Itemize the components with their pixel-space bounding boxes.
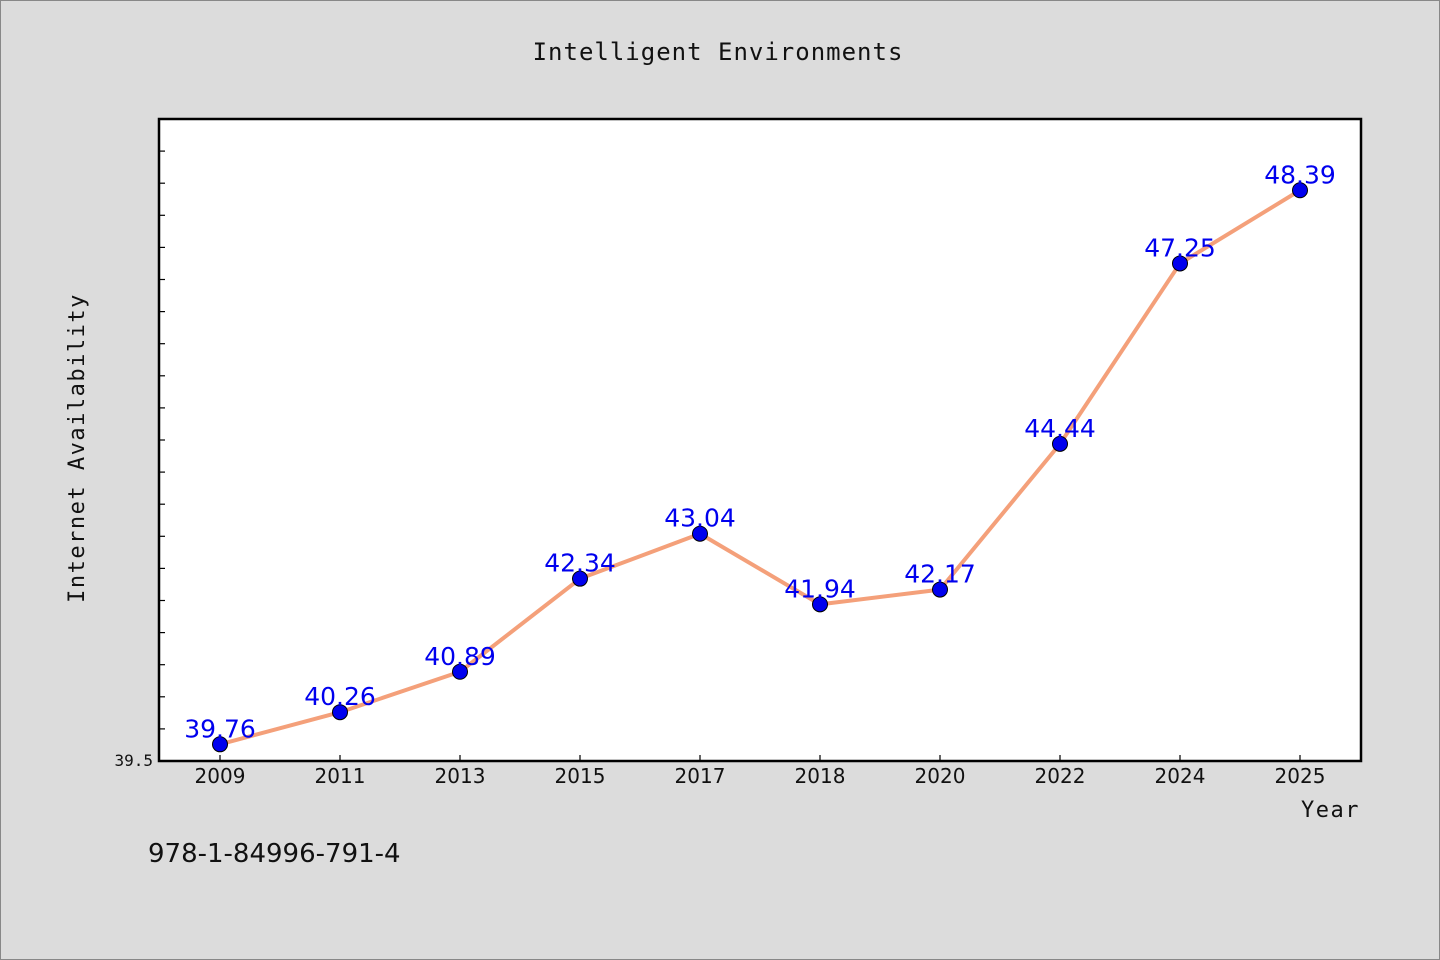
data-label: 40.89	[424, 642, 496, 671]
data-point	[572, 570, 588, 587]
data-label: 44.44	[1024, 414, 1096, 443]
x-tick-label: 2015	[555, 764, 606, 788]
data-point	[332, 704, 348, 721]
data-label: 39.76	[184, 714, 256, 743]
x-tick-label: 2017	[675, 764, 726, 788]
data-point	[452, 663, 468, 680]
x-axis-ticks	[219, 755, 1301, 761]
isbn-text: 978-1-84996-791-4	[148, 839, 401, 869]
x-tick-label: 2024	[1155, 764, 1206, 788]
data-label: 43.04	[664, 504, 736, 533]
x-tick-label: 2009	[195, 764, 246, 788]
x-tick-label: 2018	[795, 764, 846, 788]
data-point	[212, 736, 228, 753]
data-label: 42.34	[544, 549, 616, 578]
data-label: 41.94	[784, 574, 856, 603]
x-tick-label: 2013	[435, 764, 486, 788]
data-label: 42.17	[904, 560, 976, 589]
x-tick-label: 2025	[1275, 764, 1326, 788]
series-line	[218, 188, 1302, 747]
data-point	[1292, 182, 1308, 199]
x-tick-label: 2022	[1035, 764, 1086, 788]
x-axis-tick-labels: 2009 2011 2013 2015 2017 2018 2020 2022 2024 2025	[195, 764, 1326, 788]
series-layer: 39.76 40.26 40.89 42.34 43.04 41.94 42.17 44.44…	[184, 160, 1336, 753]
y-axis-label: Internet Availability	[65, 293, 90, 603]
data-label: 40.26	[304, 682, 376, 711]
chart-title: Intelligent Environments	[533, 38, 904, 66]
data-point	[812, 596, 828, 613]
x-tick-label: 2020	[915, 764, 966, 788]
data-label: 48.39	[1264, 160, 1336, 189]
data-point	[1172, 255, 1188, 272]
x-tick-label: 2011	[315, 764, 366, 788]
x-axis-label: Year	[1301, 798, 1360, 823]
data-point	[1052, 435, 1068, 452]
y-axis-min-label: 39.5	[114, 751, 153, 770]
y-axis-ticks	[159, 150, 165, 730]
plot-area	[157, 117, 1363, 763]
data-label: 47.25	[1144, 233, 1216, 262]
data-point	[932, 581, 948, 598]
data-point	[692, 525, 708, 542]
